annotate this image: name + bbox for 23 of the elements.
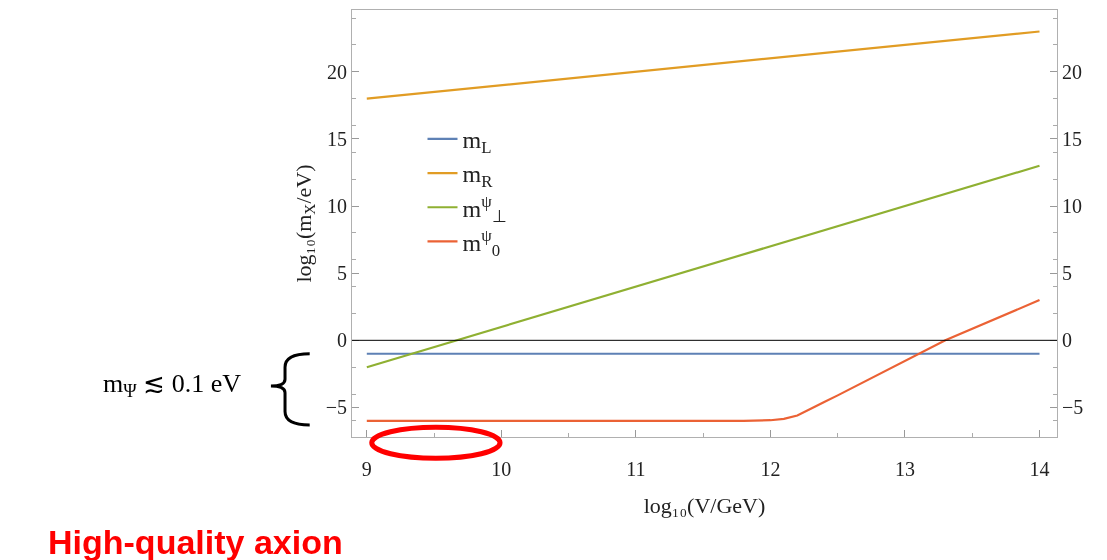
x-tick-label: 10 (491, 458, 512, 480)
y-tick-label: 0 (337, 329, 347, 352)
y2-tick-label: 15 (1062, 127, 1082, 150)
y-tick-label: 5 (337, 262, 347, 285)
y2-tick-label: 5 (1062, 262, 1072, 285)
y-tick-label: 15 (327, 127, 347, 150)
line-series (365, 298, 1041, 422)
x-axis-title: log₁₀(V/GeV) (643, 492, 766, 518)
legend-label: m$_{R}$ (462, 161, 494, 192)
text: m$_{Ψ}$ ≲ 0.1 eV (103, 369, 242, 402)
y-tick-label: 20 (327, 60, 347, 83)
y-tick-label: −5 (325, 396, 347, 419)
y2-tick-label: 10 (1062, 195, 1082, 218)
x-tick-label: 12 (760, 458, 781, 480)
y2-tick-label: 0 (1062, 329, 1072, 352)
x-tick-label: 11 (626, 458, 646, 480)
x-tick-label: 13 (894, 458, 915, 480)
y2-tick-label: 20 (1062, 60, 1082, 83)
y-tick-label: 10 (327, 195, 347, 218)
y2-tick-label: −5 (1062, 396, 1084, 419)
x-tick-label: 9 (361, 458, 372, 480)
x-tick-label: 14 (1029, 458, 1050, 480)
legend-label: m$_{L}$ (462, 127, 492, 158)
